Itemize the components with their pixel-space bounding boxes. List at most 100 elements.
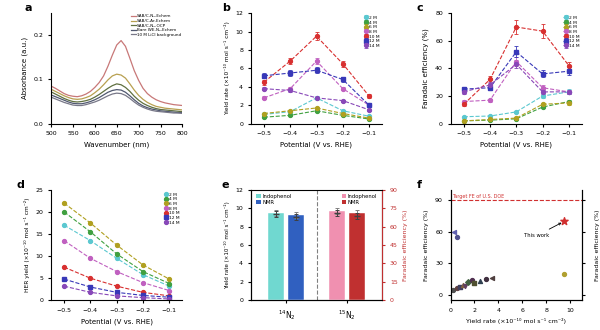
Bar [289,215,304,300]
14 M [113,294,121,298]
SAB/C-N₂-OCP [61,96,68,100]
Legend: Indophenol, NMR: Indophenol, NMR [255,192,293,207]
Bare WE-N₂-Echem [70,101,77,105]
10 M LiCl background [166,111,173,115]
Text: a: a [25,3,32,13]
SAB/C-Ar-Echem [122,76,129,80]
SAB/C-Ar-Echem [131,88,138,92]
Point [464,280,473,285]
Line: SAB/C-Ar-Echem: SAB/C-Ar-Echem [51,74,182,110]
SAB/C-Ar-Echem [78,97,85,101]
10 M LiCl background [135,103,142,107]
10 M LiCl background [82,103,89,107]
10 M LiCl background [139,105,146,109]
Bare WE-N₂-Echem [131,98,138,102]
14 M [87,290,94,294]
SAB/C-N₂-Echem [52,86,59,90]
Legend: 2 M, 4 M, 6 M, 8 M, 10 M, 12 M, 14 M: 2 M, 4 M, 6 M, 8 M, 10 M, 12 M, 14 M [563,16,580,48]
SAB/C-N₂-Echem [122,44,129,48]
SAB/C-Ar-Echem [109,74,116,78]
SAB/C-Ar-Echem [52,89,59,93]
4 M [61,210,68,214]
SAB/C-Ar-Echem [61,94,68,98]
Bar [268,213,284,300]
Bare WE-N₂-Echem [175,111,182,115]
SAB/C-N₂-OCP [135,98,142,102]
14 M [166,297,173,301]
12 M [166,295,173,299]
SAB/C-Ar-Echem [65,96,72,100]
Line: 10 M LiCl background: 10 M LiCl background [51,93,182,114]
Bare WE-N₂-Echem [152,108,160,112]
SAB/C-N₂-Echem [65,93,72,97]
SAB/C-N₂-OCP [175,109,182,113]
SAB/C-N₂-Echem [104,64,112,68]
Point [476,279,485,284]
14 M [139,296,146,300]
X-axis label: Potential (V vs. RHE): Potential (V vs. RHE) [81,318,153,325]
4 M [87,230,94,234]
10 M LiCl background [157,110,164,114]
10 M LiCl background [65,102,72,106]
X-axis label: Yield rate (×10⁻¹⁰ mol s⁻¹ cm⁻²): Yield rate (×10⁻¹⁰ mol s⁻¹ cm⁻²) [466,318,566,324]
8 M [113,270,121,274]
10 M LiCl background [144,107,151,111]
Bare WE-N₂-Echem [87,100,94,104]
SAB/C-N₂-OCP [109,84,116,88]
Y-axis label: HER yield (×10⁻¹⁰ mol s⁻¹ cm⁻²): HER yield (×10⁻¹⁰ mol s⁻¹ cm⁻²) [24,198,30,292]
Line: SAB/C-N₂-Echem: SAB/C-N₂-Echem [51,41,182,106]
12 M [113,290,121,294]
SAB/C-N₂-OCP [148,105,155,109]
Point [449,229,459,235]
Point [482,277,491,282]
SAB/C-N₂-Echem [113,43,121,47]
10 M LiCl background [74,104,81,108]
Bare WE-N₂-Echem [113,88,121,92]
Legend: Indophenol, NMR: Indophenol, NMR [340,192,378,207]
X-axis label: Wavenumber (nm): Wavenumber (nm) [84,142,149,148]
SAB/C-N₂-Echem [78,94,85,98]
10 M LiCl background [87,101,94,105]
Bar [349,213,365,300]
SAB/C-Ar-Echem [70,97,77,101]
Point [470,281,479,286]
SAB/C-Ar-Echem [74,97,81,101]
10 M LiCl background [113,91,121,95]
2 M [87,239,94,243]
Bare WE-N₂-Echem [91,98,98,102]
Text: e: e [222,180,229,190]
SAB/C-N₂-Echem [56,89,64,93]
Text: Target FE of U.S. DOE: Target FE of U.S. DOE [452,194,504,199]
SAB/C-Ar-Echem [113,72,121,76]
SAB/C-N₂-Echem [170,103,177,107]
Legend: SAB/C-N₂-Echem, SAB/C-Ar-Echem, SAB/C-N₂-OCP, Bare WE-N₂-Echem, 10 M LiCl backgr: SAB/C-N₂-Echem, SAB/C-Ar-Echem, SAB/C-N₂… [130,14,182,37]
SAB/C-N₂-Echem [87,89,94,93]
Bare WE-N₂-Echem [135,101,142,105]
SAB/C-N₂-Echem [47,84,55,88]
Line: 6 M: 6 M [62,201,171,281]
Bare WE-N₂-Echem [78,102,85,106]
Text: This work: This work [524,223,561,238]
SAB/C-N₂-Echem [139,86,146,90]
8 M [139,280,146,284]
Point [458,282,467,287]
10 M LiCl background [78,104,85,108]
Bare WE-N₂-Echem [161,109,169,113]
SAB/C-Ar-Echem [91,91,98,95]
SAB/C-N₂-Echem [61,92,68,96]
10 M LiCl background [170,111,177,115]
Point [452,285,461,290]
8 M [87,256,94,260]
12 M [139,293,146,297]
10 M LiCl background [70,103,77,107]
Bare WE-N₂-Echem [104,90,112,94]
SAB/C-Ar-Echem [47,87,55,91]
SAB/C-Ar-Echem [100,83,107,87]
10 M LiCl background [100,96,107,100]
SAB/C-Ar-Echem [152,104,160,108]
Bare WE-N₂-Echem [157,109,164,113]
SAB/C-N₂-OCP [152,107,160,111]
SAB/C-N₂-Echem [91,85,98,89]
Bare WE-N₂-Echem [170,110,177,114]
SAB/C-N₂-OCP [56,94,64,98]
